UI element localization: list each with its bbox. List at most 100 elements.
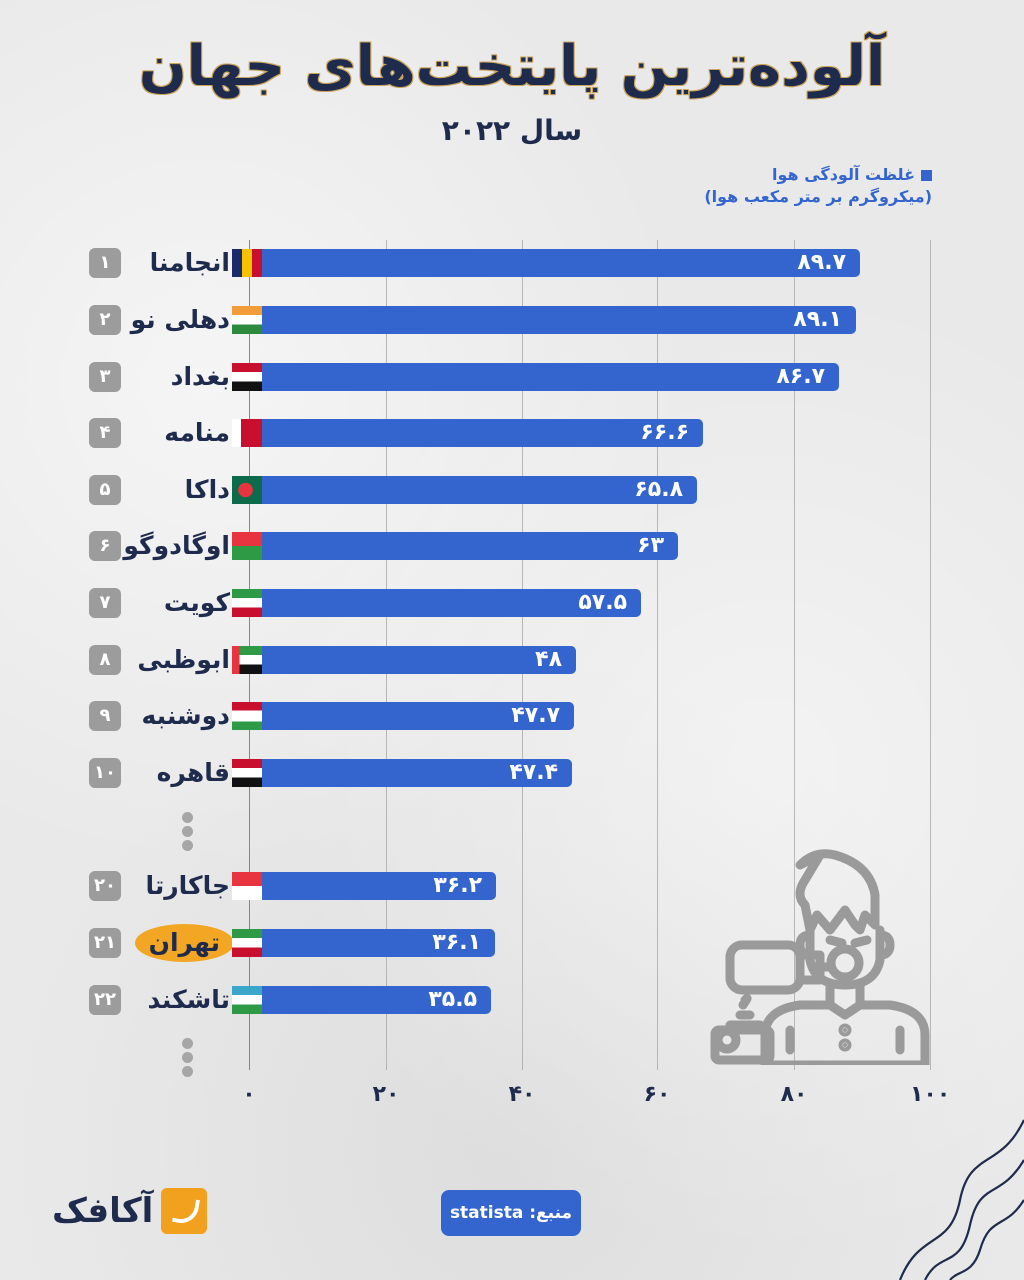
oxygen-mask-person-icon xyxy=(710,849,930,1065)
rank-badge: ۱ xyxy=(89,248,121,278)
rank-badge: ۸ xyxy=(89,645,121,675)
city-label: قاهره xyxy=(156,758,230,787)
flag-egypt-icon xyxy=(232,759,262,787)
bar-row: ۲ دهلی نو ۸۹.۱ xyxy=(0,305,1024,337)
city-label-highlighted: تهران xyxy=(134,924,234,962)
source-badge: منبع: statista xyxy=(441,1190,581,1236)
rank-badge: ۱۰ xyxy=(89,758,121,788)
rank-badge: ۵ xyxy=(89,475,121,505)
bar-row: ۴ منامه ۶۶.۶ xyxy=(0,418,1024,450)
city-label: ابوظبی xyxy=(137,645,230,674)
data-bar: ۸۹.۷ xyxy=(249,249,860,277)
rank-badge: ۲ xyxy=(89,305,121,335)
bar-value-label: ۴۸ xyxy=(535,647,562,672)
brand-mark-icon xyxy=(161,1188,208,1234)
bar-value-label: ۴۷.۷ xyxy=(511,703,560,728)
bar-value-label: ۶۵.۸ xyxy=(634,477,683,502)
x-tick: ۲۰ xyxy=(372,1082,400,1107)
data-bar: ۵۷.۵ xyxy=(249,589,641,617)
x-tick: ۶۰ xyxy=(643,1082,671,1107)
bar-value-label: ۳۶.۲ xyxy=(433,873,482,898)
city-label: دهلی نو xyxy=(130,305,230,334)
data-bar: ۸۹.۱ xyxy=(249,306,856,334)
data-bar: ۴۸ xyxy=(249,646,576,674)
city-label: انجامنا xyxy=(149,248,230,277)
rank-badge: ۲۲ xyxy=(89,985,121,1015)
bar-value-label: ۳۶.۱ xyxy=(432,930,481,955)
data-bar: ۴۷.۴ xyxy=(249,759,572,787)
flag-burkina-faso-icon xyxy=(232,532,262,560)
bar-row: ۲۱ تهران ۳۶.۱ xyxy=(0,924,1024,962)
city-label: اوگادوگو xyxy=(123,531,230,560)
legend-unit: (میکروگرم بر متر مکعب هوا) xyxy=(704,187,932,206)
ellipsis-dots-icon xyxy=(182,1038,200,1080)
bar-value-label: ۸۹.۷ xyxy=(797,250,846,275)
bar-value-label: ۵۷.۵ xyxy=(578,590,627,615)
chart-legend: غلظت آلودگی هوا (میکروگرم بر متر مکعب هو… xyxy=(704,164,932,208)
city-label: تاشکند xyxy=(147,985,230,1014)
flag-indonesia-icon xyxy=(232,872,262,900)
bar-row: ۹ دوشنبه ۴۷.۷ xyxy=(0,701,1024,733)
bar-value-label: ۶۳ xyxy=(637,533,664,558)
bar-value-label: ۶۶.۶ xyxy=(640,420,689,445)
data-bar: ۶۵.۸ xyxy=(249,476,697,504)
bar-value-label: ۸۶.۷ xyxy=(776,364,825,389)
gridline-60 xyxy=(657,240,658,1070)
data-bar: ۶۶.۶ xyxy=(249,419,703,447)
data-bar: ۸۶.۷ xyxy=(249,363,839,391)
rank-badge: ۹ xyxy=(89,701,121,731)
flag-tajikistan-icon xyxy=(232,702,262,730)
bar-row: ۵ داکا ۶۵.۸ xyxy=(0,475,1024,507)
legend-swatch-icon xyxy=(921,170,932,181)
data-bar: ۶۳ xyxy=(249,532,678,560)
x-tick: ۰ xyxy=(242,1082,256,1107)
city-label: جاکارتا xyxy=(145,871,231,900)
brand-logo[interactable]: آکافک xyxy=(52,1188,208,1234)
flag-iran-icon xyxy=(232,929,262,957)
brand-name: آکافک xyxy=(52,1191,154,1231)
bar-value-label: ۴۷.۴ xyxy=(509,760,558,785)
flag-uae-icon xyxy=(232,646,262,674)
bar-value-label: ۳۵.۵ xyxy=(428,987,477,1012)
city-label: بغداد xyxy=(170,362,230,391)
flag-kuwait-icon xyxy=(232,589,262,617)
flag-bangladesh-icon xyxy=(232,476,262,504)
city-label: دوشنبه xyxy=(141,701,230,730)
x-tick: ۱۰۰ xyxy=(910,1082,951,1107)
data-bar: ۳۵.۵ xyxy=(249,986,491,1014)
rank-badge: ۲۰ xyxy=(89,871,121,901)
x-tick: ۴۰ xyxy=(508,1082,536,1107)
decorative-waves-icon xyxy=(898,1119,1024,1280)
gridline-80 xyxy=(794,240,795,1070)
flag-uzbekistan-icon xyxy=(232,986,262,1014)
city-label: منامه xyxy=(164,418,230,447)
flag-india-icon xyxy=(232,306,262,334)
page-subtitle: سال ۲۰۲۲ xyxy=(441,114,583,147)
bar-row: ۱ انجامنا ۸۹.۷ xyxy=(0,248,1024,280)
flag-iraq-icon xyxy=(232,363,262,391)
bar-row: ۸ ابوظبی ۴۸ xyxy=(0,645,1024,677)
data-bar: ۳۶.۲ xyxy=(249,872,496,900)
bar-value-label: ۸۹.۱ xyxy=(793,307,842,332)
rank-badge: ۷ xyxy=(89,588,121,618)
page-title: آلوده‌ترین پایتخت‌های جهان xyxy=(138,34,886,99)
flag-chad-icon xyxy=(232,249,262,277)
legend-label: غلظت آلودگی هوا xyxy=(772,165,915,184)
data-bar: ۴۷.۷ xyxy=(249,702,574,730)
rank-badge: ۴ xyxy=(89,418,121,448)
bar-row: ۱۰ قاهره ۴۷.۴ xyxy=(0,758,1024,790)
rank-badge: ۶ xyxy=(89,531,121,561)
bar-row: ۶ اوگادوگو ۶۳ xyxy=(0,531,1024,563)
flag-bahrain-icon xyxy=(232,419,262,447)
rank-badge: ۳ xyxy=(89,362,121,392)
city-label: داکا xyxy=(184,475,230,504)
bar-row: ۲۰ جاکارتا ۳۶.۲ xyxy=(0,871,1024,903)
bar-row: ۲۲ تاشکند ۳۵.۵ xyxy=(0,985,1024,1017)
x-tick: ۸۰ xyxy=(780,1082,808,1107)
rank-badge: ۲۱ xyxy=(89,928,121,958)
city-label: کویت xyxy=(163,588,230,617)
gridline-100 xyxy=(930,240,931,1070)
bar-row: ۷ کویت ۵۷.۵ xyxy=(0,588,1024,620)
data-bar: ۳۶.۱ xyxy=(249,929,495,957)
ellipsis-dots-icon xyxy=(182,812,200,854)
